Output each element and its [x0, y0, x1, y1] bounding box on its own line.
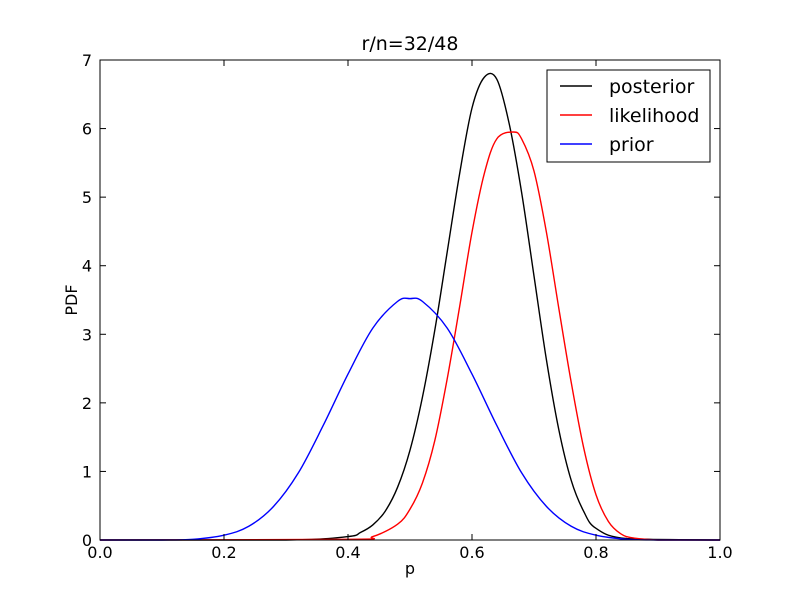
- legend: posterior likelihood prior: [546, 69, 711, 163]
- chart-title: r/n=32/48: [362, 33, 459, 55]
- y-tick-label: 5: [82, 188, 92, 207]
- series-layer: [99, 72, 721, 541]
- series-line-posterior: [100, 72, 721, 541]
- x-axis-label: p: [405, 559, 415, 578]
- y-tick-label: 1: [82, 462, 92, 481]
- x-tick-label: 0.2: [211, 543, 236, 562]
- legend-label-prior: prior: [609, 134, 654, 156]
- legend-label-likelihood: likelihood: [609, 105, 699, 127]
- x-tick-label: 0.8: [583, 543, 608, 562]
- x-tick-label: 0.4: [335, 543, 360, 562]
- legend-entries: posterior likelihood prior: [560, 76, 699, 156]
- y-tick-label: 2: [82, 394, 92, 413]
- y-tick-label: 6: [82, 120, 92, 139]
- y-axis-label: PDF: [62, 284, 81, 315]
- series-line-likelihood: [99, 131, 720, 541]
- plot-frame: [99, 59, 721, 541]
- ticks-layer: 0.0 0.2 0.4 0.6 0.8 1.0 0 1 2 3 4 5 6 7: [82, 51, 733, 562]
- y-tick-label: 3: [82, 325, 92, 344]
- x-tick-label: 1.0: [707, 543, 732, 562]
- x-tick-label: 0.0: [87, 543, 112, 562]
- series-line-prior: [100, 297, 720, 541]
- y-tick-label: 4: [82, 257, 92, 276]
- legend-label-posterior: posterior: [609, 76, 694, 98]
- x-tick-label: 0.6: [459, 543, 484, 562]
- y-tick-label: 0: [82, 531, 92, 550]
- y-tick-label: 7: [82, 51, 92, 70]
